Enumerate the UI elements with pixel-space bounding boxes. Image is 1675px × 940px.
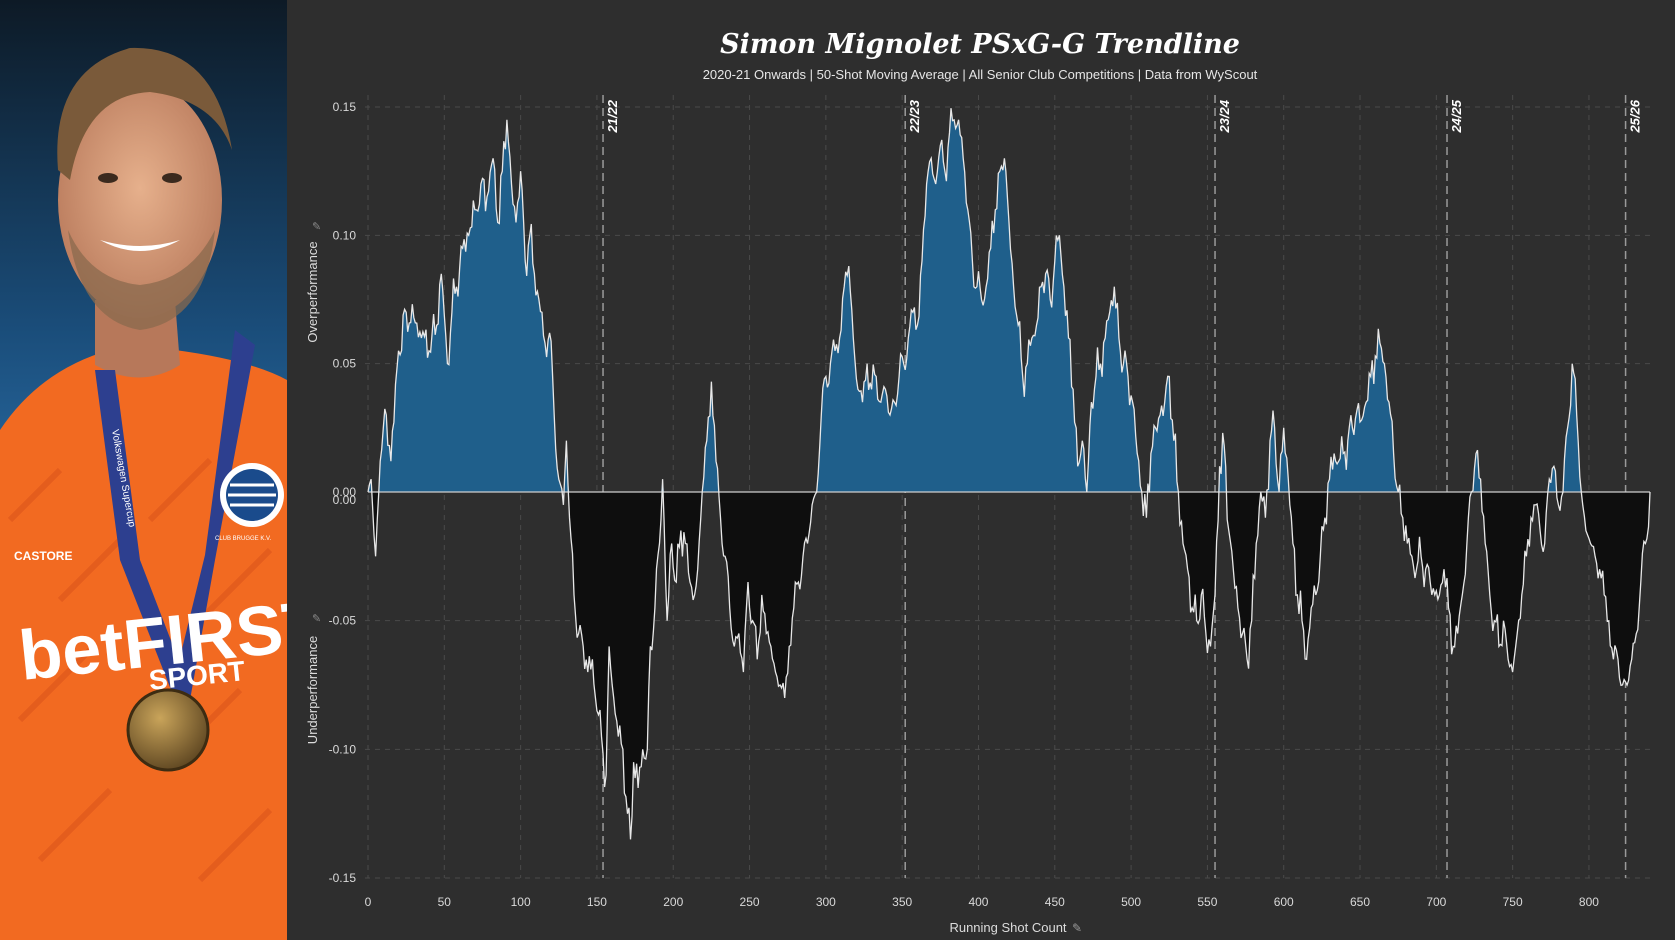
x-tick-label: 100 [511, 895, 531, 909]
season-label: 21/22 [605, 99, 620, 133]
y-tick-label: -0.05 [329, 614, 357, 628]
season-label: 25/26 [1628, 99, 1643, 133]
x-tick-label: 700 [1426, 895, 1446, 909]
season-label: 24/25 [1449, 99, 1464, 133]
x-tick-label: 300 [816, 895, 836, 909]
x-tick-label: 200 [663, 895, 683, 909]
x-axis-label: Running Shot Count [949, 920, 1066, 935]
chart-title: Simon Mignolet PSxG-G Trendline [720, 29, 1240, 60]
y-axis-label-under: Underperformance [305, 636, 320, 744]
x-tick-label: 650 [1350, 895, 1370, 909]
x-tick-label: 150 [587, 895, 607, 909]
y-tick-label: -0.15 [329, 871, 357, 885]
kit-brand: CASTORE [14, 549, 72, 563]
crest-text: CLUB BRUGGE K.V. [215, 536, 271, 542]
pin-icon: ✎ [312, 613, 321, 625]
face [58, 82, 222, 318]
x-tick-label: 600 [1274, 895, 1294, 909]
medal-lanyard-right [172, 330, 255, 700]
y-tick-label: -0.10 [329, 742, 357, 756]
x-tick-label: 800 [1579, 895, 1599, 909]
x-tick-label: 750 [1503, 895, 1523, 909]
hair [57, 47, 232, 180]
x-tick-label: 0 [365, 895, 372, 909]
beard [68, 230, 215, 330]
pin-icon: ✎ [1072, 921, 1082, 935]
y-tick-label: 0.15 [333, 100, 357, 114]
player-photo: Volkswagen Supercup CASTORE betFIRST SPO… [0, 0, 287, 940]
x-tick-label: 350 [892, 895, 912, 909]
trend-line [367, 108, 1651, 840]
x-tick-label: 500 [1121, 895, 1141, 909]
season-label: 22/23 [907, 99, 922, 133]
underperformance-area [368, 492, 1650, 840]
medal-lanyard [95, 370, 190, 700]
overperformance-area [368, 108, 1650, 492]
y-axis-label-over: Overperformance [305, 241, 320, 342]
y-tick-label: 0.05 [333, 357, 357, 371]
x-tick-label: 450 [1045, 895, 1065, 909]
axis-ticks: 0 50 100 150 200 250 300 350 400 450 500 550 600 650 7… [312, 100, 1599, 909]
x-tick-label: 550 [1197, 895, 1217, 909]
y-tick-label: 0.10 [333, 228, 357, 242]
x-tick-label: 50 [438, 895, 452, 909]
x-tick-label: 250 [740, 895, 760, 909]
y-tick-label: 0.00 [333, 493, 357, 507]
y-tick-label: 0.00 [333, 485, 357, 499]
pin-icon: ✎ [312, 221, 321, 233]
grid [365, 95, 1655, 879]
medal [126, 688, 210, 772]
performance-areas [367, 108, 1651, 840]
chart-subtitle: 2020-21 Onwards | 50-Shot Moving Average… [703, 67, 1258, 82]
club-crest [220, 463, 284, 527]
x-tick-label: 400 [968, 895, 988, 909]
season-label: 23/24 [1217, 99, 1232, 133]
